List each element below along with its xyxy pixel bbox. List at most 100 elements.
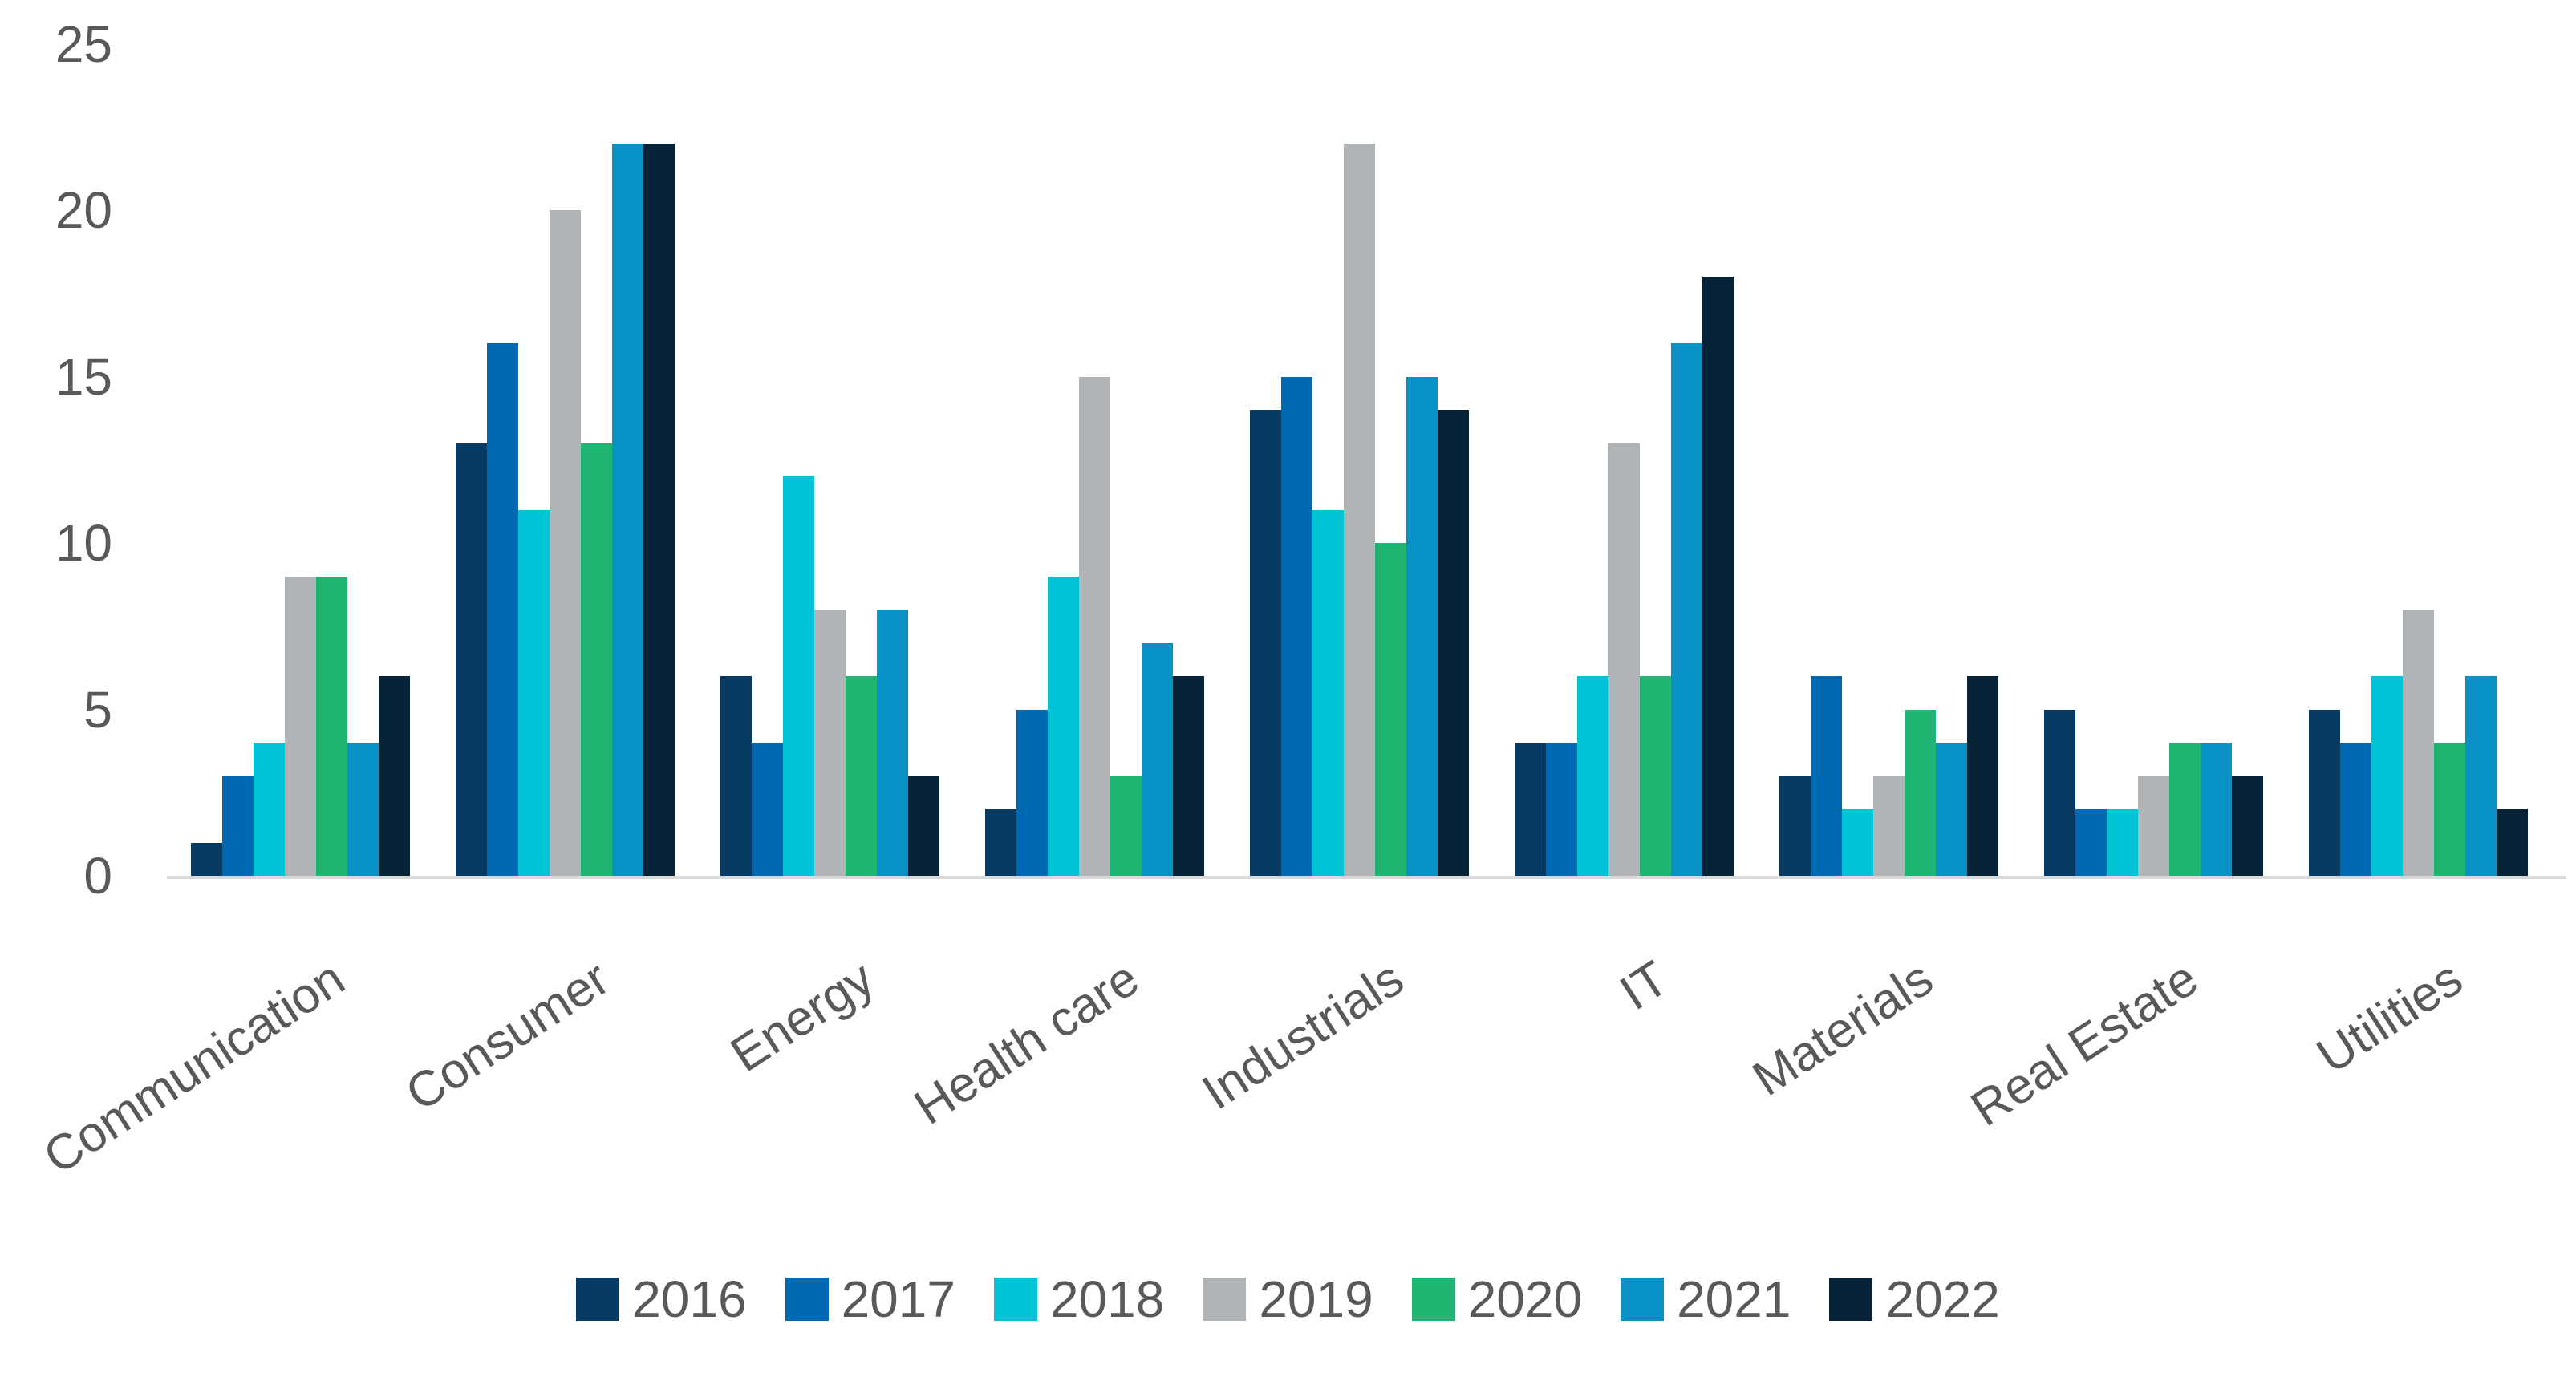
legend-item-2019: 2019	[1203, 1274, 1373, 1325]
bar-2022-utilities	[2497, 809, 2528, 876]
bar-2020-materials	[1905, 709, 1936, 876]
bar-2021-real-estate	[2201, 743, 2232, 876]
bar-2019-it	[1608, 443, 1640, 876]
legend-item-2021: 2021	[1621, 1274, 1791, 1325]
bar-2021-it	[1671, 343, 1702, 876]
bar-group-health-care	[985, 44, 1204, 876]
legend: 2016 2017 2018 2019 2020 2021 2022	[0, 1274, 2576, 1325]
legend-swatch-2017	[785, 1278, 829, 1321]
bar-2017-it	[1546, 743, 1577, 876]
bar-2017-real-estate	[2075, 809, 2107, 876]
bar-2020-utilities	[2434, 743, 2465, 876]
bar-2021-industrials	[1406, 376, 1438, 876]
bar-2020-consumer	[581, 443, 612, 876]
legend-swatch-2021	[1621, 1278, 1665, 1321]
bar-group-energy	[720, 44, 939, 876]
bar-2018-real-estate	[2107, 809, 2138, 876]
bar-group-industrials	[1250, 44, 1469, 876]
bar-2017-energy	[752, 743, 783, 876]
x-axis-line	[167, 876, 2566, 879]
bar-2019-industrials	[1344, 144, 1375, 876]
bar-2021-communication	[347, 743, 379, 876]
bar-group-communication	[191, 44, 410, 876]
bar-2022-communication	[379, 676, 410, 876]
bar-2021-energy	[877, 610, 908, 876]
bar-2020-industrials	[1375, 543, 1406, 876]
bar-2018-industrials	[1312, 509, 1344, 876]
bar-2019-energy	[814, 610, 846, 876]
bar-2018-materials	[1842, 809, 1873, 876]
bar-2016-real-estate	[2044, 709, 2075, 876]
bar-2020-communication	[316, 576, 347, 876]
bar-2016-consumer	[456, 443, 487, 876]
legend-label-2016: 2016	[632, 1270, 747, 1328]
bar-2022-materials	[1967, 676, 1998, 876]
bar-2020-real-estate	[2169, 743, 2201, 876]
bar-2018-energy	[783, 476, 814, 876]
bar-2022-it	[1702, 277, 1734, 876]
bar-2022-industrials	[1438, 410, 1469, 876]
bar-2021-health-care	[1142, 642, 1173, 876]
bar-2022-energy	[908, 776, 939, 876]
legend-item-2016: 2016	[576, 1270, 747, 1328]
y-tick-label-5: 5	[83, 680, 112, 739]
legend-label-2020: 2020	[1467, 1270, 1583, 1328]
legend-item-2018: 2018	[993, 1270, 1165, 1328]
bar-group-real-estate	[2044, 44, 2263, 876]
bar-2020-health-care	[1110, 776, 1142, 876]
bar-2019-real-estate	[2138, 776, 2169, 876]
legend-item-2017: 2017	[785, 1274, 955, 1325]
bar-2016-health-care	[985, 809, 1016, 876]
y-tick-label-15: 15	[55, 347, 112, 406]
legend-swatch-2018	[993, 1278, 1037, 1321]
bar-2021-utilities	[2465, 676, 2497, 876]
bar-2020-it	[1640, 676, 1671, 876]
bar-2022-health-care	[1173, 676, 1204, 876]
bar-2017-health-care	[1016, 709, 1048, 876]
bar-2019-health-care	[1079, 376, 1110, 876]
legend-swatch-2016	[576, 1278, 620, 1321]
legend-label-2018: 2018	[1049, 1270, 1165, 1328]
bar-2016-it	[1515, 743, 1546, 876]
bar-2018-health-care	[1048, 576, 1079, 876]
bar-2016-materials	[1779, 776, 1811, 876]
legend-label-2021: 2021	[1677, 1270, 1791, 1328]
bar-2017-communication	[222, 776, 254, 876]
bar-2019-materials	[1873, 776, 1905, 876]
bar-2021-materials	[1936, 743, 1967, 876]
bar-2020-energy	[846, 676, 877, 876]
bar-2018-communication	[254, 743, 285, 876]
y-tick-label-25: 25	[55, 15, 112, 73]
bar-group-utilities	[2309, 44, 2528, 876]
bar-2017-consumer	[487, 343, 518, 876]
bar-group-materials	[1779, 44, 1998, 876]
legend-swatch-2020	[1411, 1278, 1455, 1321]
bar-2017-materials	[1811, 676, 1842, 876]
legend-item-2022: 2022	[1829, 1270, 2000, 1328]
bar-2019-consumer	[550, 210, 581, 876]
bar-2022-consumer	[643, 144, 675, 876]
legend-swatch-2022	[1829, 1278, 1873, 1321]
bar-2018-it	[1577, 676, 1608, 876]
legend-swatch-2019	[1203, 1278, 1247, 1321]
bar-group-it	[1515, 44, 1734, 876]
bar-group-consumer	[456, 44, 675, 876]
y-tick-label-10: 10	[55, 514, 112, 573]
y-tick-label-20: 20	[55, 181, 112, 240]
bar-2016-industrials	[1250, 410, 1281, 876]
bar-2017-utilities	[2340, 743, 2371, 876]
legend-label-2017: 2017	[841, 1270, 955, 1328]
bar-2021-consumer	[612, 144, 643, 876]
bar-2017-industrials	[1281, 376, 1312, 876]
y-tick-label-0: 0	[83, 847, 112, 905]
bar-2019-utilities	[2403, 610, 2434, 876]
bar-2018-utilities	[2371, 676, 2403, 876]
legend-label-2019: 2019	[1259, 1270, 1373, 1328]
bar-2016-communication	[191, 842, 222, 876]
legend-item-2020: 2020	[1411, 1270, 1583, 1328]
legend-label-2022: 2022	[1885, 1270, 2000, 1328]
bar-2019-communication	[285, 576, 316, 876]
bar-2016-energy	[720, 676, 752, 876]
bar-2016-utilities	[2309, 709, 2340, 876]
